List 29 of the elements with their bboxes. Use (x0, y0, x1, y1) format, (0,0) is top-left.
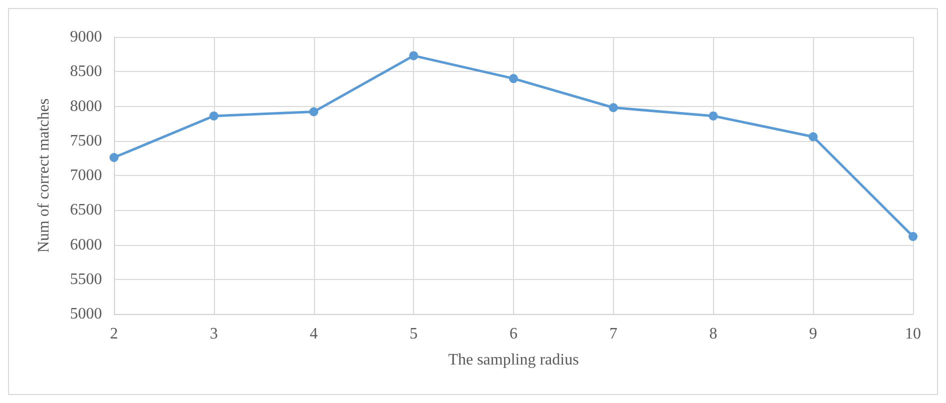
point (409, 51, 418, 60)
x-tick-label: 10 (905, 326, 921, 342)
x-axis-title: The sampling radius (448, 352, 579, 368)
y-tick-label: 5500 (70, 270, 102, 288)
y-tick-label: 8500 (70, 63, 102, 80)
x-tick-label: 9 (809, 326, 818, 342)
x-tick-label: 4 (310, 326, 318, 342)
x-tick-label: 3 (210, 326, 218, 342)
point (708, 111, 718, 120)
x-tick-label: 6 (510, 326, 518, 342)
x-tick-label: 8 (709, 326, 718, 342)
y-tick-label: 9000 (70, 28, 102, 46)
y-tick-label: 8000 (70, 98, 102, 115)
x-tick-label: 2 (110, 326, 118, 342)
y-tick-label: 6500 (70, 202, 102, 219)
x-tick-label: 5 (410, 326, 418, 342)
y-tick-label: 5000 (70, 306, 102, 322)
y-tick-label: 6000 (70, 236, 102, 254)
point (209, 111, 218, 120)
y-axis-title: Num of correct matches (36, 98, 52, 253)
x-tick-label: 7 (609, 326, 618, 342)
point (908, 232, 918, 241)
point (309, 107, 318, 116)
point (608, 103, 618, 112)
y-tick-label: 7500 (70, 132, 102, 150)
y-tick-label: 7000 (70, 167, 102, 184)
point (110, 152, 118, 162)
point (808, 132, 818, 142)
point (509, 74, 518, 84)
